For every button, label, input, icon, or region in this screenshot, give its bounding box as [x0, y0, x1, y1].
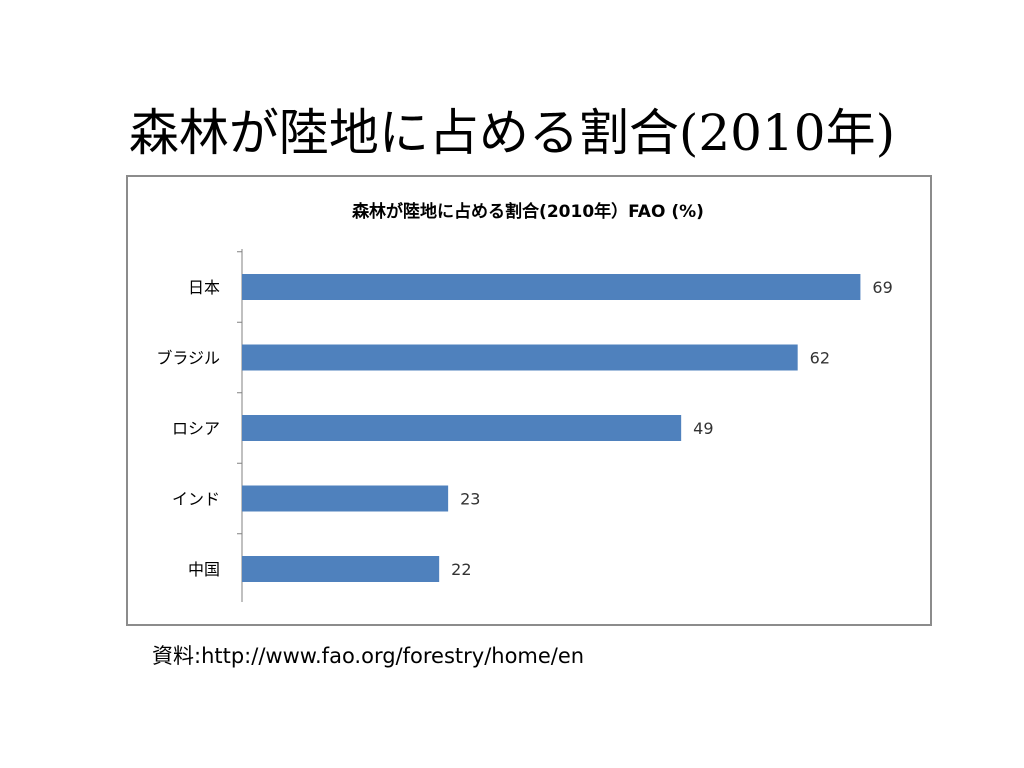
source-note: 資料:http://www.fao.org/forestry/home/en — [152, 640, 584, 670]
forest-bar-chart: 森林が陸地に占める割合(2010年）FAO (%) 日本 69 ブラジル 62 ロシア 4… — [156, 201, 893, 602]
slide-title-year: (2010年) — [678, 104, 896, 162]
bar — [242, 556, 440, 582]
data-label: 69 — [872, 278, 892, 297]
bar — [242, 344, 798, 371]
chart-title: 森林が陸地に占める割合(2010年）FAO (%) — [352, 201, 704, 222]
slide-title-main: 森林が陸地に占める割合 — [128, 104, 679, 162]
bar — [242, 274, 861, 300]
category-label: ブラジル — [156, 349, 220, 368]
category-label: 日本 — [188, 278, 220, 297]
category-label: 中国 — [188, 560, 220, 579]
bars-group: 日本 69 ブラジル 62 ロシア 49 インド 23 中国 22 — [156, 251, 893, 582]
source-url[interactable]: http://www.fao.org/forestry/home/en — [201, 644, 585, 668]
bar — [242, 485, 449, 512]
chart-frame: 森林が陸地に占める割合(2010年）FAO (%) 日本 69 ブラジル 62 ロシア 4… — [126, 175, 932, 626]
category-label: ロシア — [172, 419, 220, 438]
data-label: 23 — [460, 490, 480, 509]
slide-title: 森林が陸地に占める割合(2010年) — [0, 100, 1024, 166]
data-label: 49 — [693, 419, 713, 438]
data-label: 62 — [810, 349, 830, 368]
data-label: 22 — [451, 560, 471, 579]
source-label: 資料 — [152, 644, 194, 668]
source-separator: : — [194, 644, 202, 668]
bar — [242, 415, 682, 441]
category-label: インド — [172, 490, 220, 509]
